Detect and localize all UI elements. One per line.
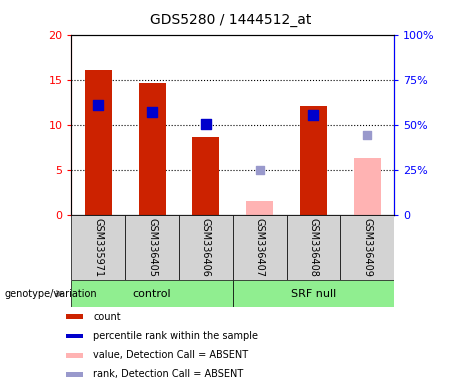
Bar	[246, 200, 273, 215]
Bar	[125, 215, 179, 280]
Text: GSM336407: GSM336407	[254, 218, 265, 277]
Point	[202, 121, 210, 127]
Bar	[71, 215, 125, 280]
Text: GSM335971: GSM335971	[93, 218, 103, 277]
Text: percentile rank within the sample: percentile rank within the sample	[93, 331, 258, 341]
Bar	[139, 83, 165, 215]
Bar	[65, 314, 83, 319]
Bar	[233, 280, 394, 307]
Text: rank, Detection Call = ABSENT: rank, Detection Call = ABSENT	[93, 369, 243, 379]
Text: GSM336405: GSM336405	[147, 218, 157, 277]
Point	[364, 132, 371, 138]
Bar	[287, 215, 340, 280]
Bar	[65, 372, 83, 377]
Text: genotype/variation: genotype/variation	[5, 289, 97, 299]
Text: value, Detection Call = ABSENT: value, Detection Call = ABSENT	[93, 350, 248, 360]
Text: count: count	[93, 312, 121, 322]
Bar	[193, 137, 219, 215]
Text: GSM336408: GSM336408	[308, 218, 319, 277]
Text: control: control	[133, 289, 171, 299]
Bar	[354, 158, 381, 215]
Bar	[85, 70, 112, 215]
Text: GDS5280 / 1444512_at: GDS5280 / 1444512_at	[150, 13, 311, 27]
Bar	[300, 106, 327, 215]
Text: SRF null: SRF null	[291, 289, 336, 299]
Text: GSM336409: GSM336409	[362, 218, 372, 277]
Bar	[233, 215, 287, 280]
Bar	[65, 334, 83, 338]
Point	[310, 112, 317, 118]
Bar	[65, 353, 83, 358]
Bar	[340, 215, 394, 280]
Bar	[179, 215, 233, 280]
Point	[256, 167, 263, 173]
Point	[148, 109, 156, 115]
Text: GSM336406: GSM336406	[201, 218, 211, 277]
Bar	[71, 280, 233, 307]
Point	[95, 102, 102, 108]
